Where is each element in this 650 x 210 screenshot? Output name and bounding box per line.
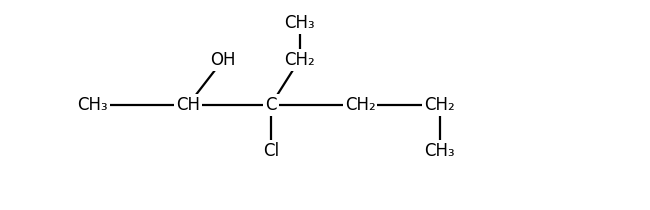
Text: CH₃: CH₃ [424, 142, 455, 160]
Text: CH₂: CH₂ [344, 96, 376, 114]
Text: CH₂: CH₂ [424, 96, 455, 114]
Text: CH₂: CH₂ [284, 51, 315, 69]
Text: CH₃: CH₃ [284, 14, 315, 32]
Text: C: C [265, 96, 277, 114]
Text: OH: OH [211, 51, 236, 69]
Text: Cl: Cl [263, 142, 279, 160]
Text: CH: CH [176, 96, 200, 114]
Text: CH₃: CH₃ [77, 96, 108, 114]
